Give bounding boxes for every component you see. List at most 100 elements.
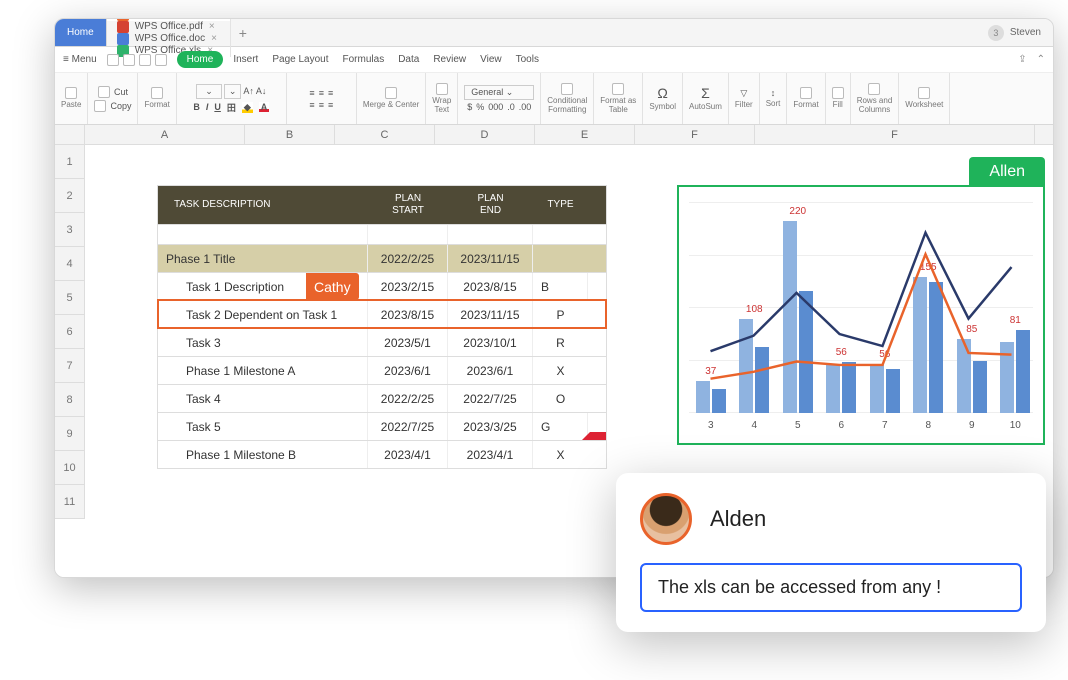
- menu-button[interactable]: ≡ Menu: [63, 54, 97, 65]
- ribbon-tab-home[interactable]: Home: [177, 51, 224, 68]
- dec-inc-icon[interactable]: .0: [507, 102, 515, 112]
- save-icon[interactable]: [107, 54, 119, 66]
- align-mid-icon[interactable]: ≡: [319, 88, 324, 98]
- column-header[interactable]: A: [85, 125, 245, 144]
- task-start-cell: 2023/2/15: [368, 273, 448, 300]
- align-left-icon[interactable]: ≡: [309, 100, 314, 110]
- fill-group[interactable]: Fill: [826, 73, 851, 124]
- row-header[interactable]: 3: [55, 213, 84, 247]
- paste-icon[interactable]: [65, 87, 77, 99]
- column-header[interactable]: D: [435, 125, 535, 144]
- ribbon-tab[interactable]: Tools: [516, 54, 539, 65]
- column-header[interactable]: B: [245, 125, 335, 144]
- chart-box[interactable]: Allen 3731084220556656715588598110: [677, 185, 1045, 445]
- row-header[interactable]: 8: [55, 383, 84, 417]
- row-header[interactable]: 6: [55, 315, 84, 349]
- format-painter-icon[interactable]: [151, 87, 163, 99]
- row-header[interactable]: 1: [55, 145, 84, 179]
- align-center-icon[interactable]: ≡: [319, 100, 324, 110]
- row-header[interactable]: 4: [55, 247, 84, 281]
- format-group[interactable]: Format: [787, 73, 825, 124]
- ribbon-tab[interactable]: Formulas: [343, 54, 385, 65]
- wrap-group[interactable]: Wrap Text: [426, 73, 458, 124]
- font-size-selector[interactable]: ⌄: [224, 84, 242, 99]
- ribbon-toolbar: Paste Cut Copy Format ⌄ ⌄ A↑ A↓ B I U 田 …: [55, 73, 1053, 125]
- grow-font-icon[interactable]: A↑: [243, 86, 254, 96]
- task-row[interactable]: Task 5 2022/7/25 2023/3/25 G: [158, 412, 606, 440]
- close-tab-icon[interactable]: ×: [211, 33, 217, 44]
- task-row[interactable]: Phase 1 Title 2022/2/25 2023/11/15: [158, 244, 606, 272]
- border-button[interactable]: 田: [227, 101, 236, 114]
- bold-button[interactable]: B: [193, 102, 200, 112]
- task-row[interactable]: Task 1 Description 2023/2/15 2023/8/15 B…: [158, 272, 606, 300]
- ribbon-tab[interactable]: Review: [433, 54, 466, 65]
- align-top-icon[interactable]: ≡: [309, 88, 314, 98]
- task-start-cell: 2023/8/15: [368, 301, 448, 328]
- task-end-cell: 2022/7/25: [448, 385, 533, 412]
- autosum-group[interactable]: ΣAutoSum: [683, 73, 729, 124]
- task-desc-cell: Task 4: [158, 385, 368, 412]
- row-header[interactable]: 10: [55, 451, 84, 485]
- user-name: Steven: [1010, 27, 1041, 38]
- user-chip[interactable]: 3 Steven: [976, 25, 1053, 41]
- italic-button[interactable]: I: [206, 102, 209, 112]
- merge-group[interactable]: Merge & Center: [357, 73, 426, 124]
- shrink-font-icon[interactable]: A↓: [256, 86, 267, 96]
- ribbon-tab[interactable]: Page Layout: [272, 54, 328, 65]
- underline-button[interactable]: U: [214, 102, 221, 112]
- percent-icon[interactable]: %: [476, 102, 484, 112]
- new-tab-button[interactable]: +: [231, 25, 255, 41]
- copy-icon[interactable]: [94, 100, 106, 112]
- home-tab[interactable]: Home: [55, 19, 107, 46]
- symbol-group[interactable]: ΩSymbol: [643, 73, 683, 124]
- ribbon-tab[interactable]: Insert: [233, 54, 258, 65]
- comma-icon[interactable]: 000: [488, 102, 503, 112]
- wrap-icon: [436, 83, 448, 95]
- column-header[interactable]: C: [335, 125, 435, 144]
- task-row[interactable]: Task 2 Dependent on Task 1 2023/8/15 202…: [158, 300, 606, 328]
- rows-cols-group[interactable]: Rows and Columns: [851, 73, 900, 124]
- row-header[interactable]: 7: [55, 349, 84, 383]
- row-header[interactable]: 2: [55, 179, 84, 213]
- format-table-group[interactable]: Format as Table: [594, 73, 643, 124]
- cond-format-group[interactable]: Conditional Formatting: [541, 73, 594, 124]
- column-header[interactable]: F: [635, 125, 755, 144]
- fill-icon: [832, 87, 844, 99]
- row-header[interactable]: 5: [55, 281, 84, 315]
- column-header[interactable]: E: [535, 125, 635, 144]
- document-tab[interactable]: WPS Office.doc×: [107, 33, 231, 45]
- task-type-cell: P: [533, 301, 588, 328]
- ribbon-tab[interactable]: Data: [398, 54, 419, 65]
- align-right-icon[interactable]: ≡: [328, 100, 333, 110]
- sort-group[interactable]: ↕Sort: [760, 73, 788, 124]
- column-header[interactable]: F: [755, 125, 1035, 144]
- task-row[interactable]: Phase 1 Milestone A 2023/6/1 2023/6/1 X: [158, 356, 606, 384]
- document-tab[interactable]: WPS Office.pdf×: [107, 21, 231, 33]
- task-row[interactable]: Phase 1 Milestone B 2023/4/1 2023/4/1 X: [158, 440, 606, 468]
- row-header[interactable]: 9: [55, 417, 84, 451]
- task-row[interactable]: Task 4 2022/2/25 2022/7/25 O: [158, 384, 606, 412]
- share-icon[interactable]: ⇪: [1018, 54, 1026, 65]
- filter-group[interactable]: ▽Filter: [729, 73, 760, 124]
- number-format-selector[interactable]: General ⌄: [464, 85, 534, 100]
- fill-color-button[interactable]: ◆: [242, 102, 253, 113]
- close-tab-icon[interactable]: ×: [209, 21, 215, 32]
- row-header[interactable]: 11: [55, 485, 84, 519]
- task-row[interactable]: Task 3 2023/5/1 2023/10/1 R: [158, 328, 606, 356]
- ribbon-tab[interactable]: View: [480, 54, 502, 65]
- close-tab-icon[interactable]: ×: [214, 18, 220, 20]
- dec-dec-icon[interactable]: .00: [519, 102, 532, 112]
- undo-icon[interactable]: [139, 54, 151, 66]
- font-selector[interactable]: ⌄: [196, 84, 222, 99]
- print-icon[interactable]: [123, 54, 135, 66]
- align-bot-icon[interactable]: ≡: [328, 88, 333, 98]
- currency-icon[interactable]: $: [467, 102, 472, 112]
- redo-icon[interactable]: [155, 54, 167, 66]
- comment-input[interactable]: The xls can be accessed from any !: [640, 563, 1022, 612]
- chart-x-label: 5: [795, 420, 801, 431]
- cut-icon[interactable]: [98, 86, 110, 98]
- collapse-ribbon-icon[interactable]: ⌃: [1037, 54, 1045, 65]
- worksheet-group[interactable]: Worksheet: [899, 73, 950, 124]
- task-end-cell: 2023/4/1: [448, 441, 533, 468]
- font-color-button[interactable]: A: [259, 102, 270, 112]
